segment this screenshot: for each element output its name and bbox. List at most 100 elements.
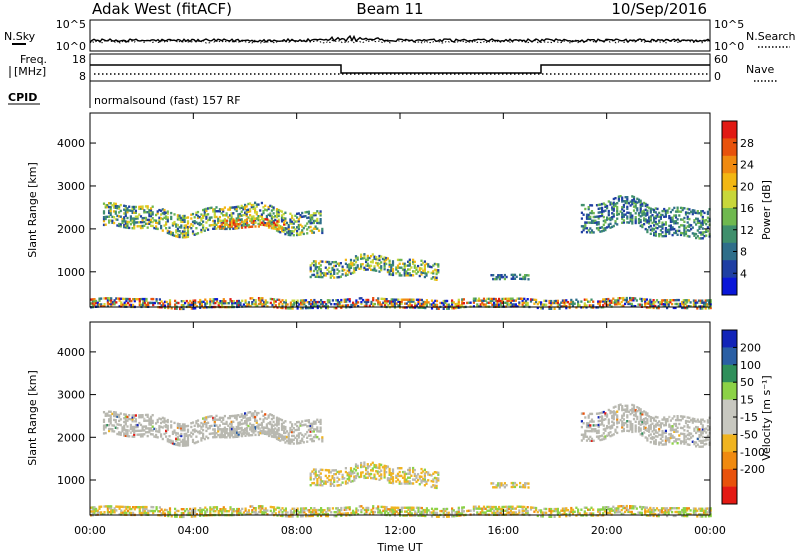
power-pixel [612,224,615,228]
power-pixel [417,300,420,303]
velocity-pixel [291,440,294,443]
power-pixel [348,267,351,270]
velocity-pixel [410,474,413,477]
power-pixel [420,298,423,302]
velocity-pixel [654,415,657,419]
power-pixel [430,303,434,306]
velocity-pixel [360,463,363,467]
power-pixel [294,228,297,231]
power-pixel [522,275,525,279]
power-pixel [669,299,672,302]
power-pixel [409,304,412,307]
velocity-pixel [688,437,691,441]
velocity-pixel [403,474,406,478]
power-pixel [341,304,345,307]
power-pixel [118,222,121,226]
power-pixel [257,218,260,222]
velocity-pixel [590,412,594,416]
velocity-pixel [643,419,646,423]
power-pixel [701,233,704,236]
velocity-pixel [158,427,161,430]
power-pixel [704,307,707,310]
velocity-pixel [417,510,420,513]
velocity-pixel [284,427,287,431]
velocity-pixel [626,410,629,413]
power-pixel [571,304,575,307]
power-pixel [313,298,316,302]
velocity-pixel [218,424,221,427]
velocity-pixel [110,509,113,512]
power-pixel [109,219,112,222]
velocity-pixel [270,429,273,432]
power-pixel [429,303,432,306]
velocity-pixel [392,510,395,513]
velocity-pixel [370,469,373,472]
velocity-pixel [681,440,684,443]
velocity-pixel [316,508,319,512]
velocity-pixel [604,435,607,438]
power-pixel [287,225,290,229]
power-pixel [91,302,94,305]
power-pixel [100,303,103,306]
power-pixel [282,218,285,222]
velocity-pixel [661,435,664,439]
power-pixel [146,205,149,208]
power-pixel [706,220,709,223]
velocity-pixel [249,426,252,429]
power-pixel [504,297,507,301]
power-pixel [209,302,212,305]
power-pixel [388,300,392,303]
power-pixel [139,226,143,230]
power-pixel [180,307,183,311]
power-pixel [267,207,270,211]
power-pixel [240,204,243,208]
velocity-pixel [106,414,109,417]
velocity-pixel [433,471,436,474]
power-pixel [428,265,431,268]
power-pixel [212,210,215,213]
power-pixel [333,261,336,264]
velocity-pixel [217,418,220,421]
velocity-pixel [225,422,228,426]
velocity-pixel [587,429,590,433]
velocity-pixel [391,468,395,471]
power-pixel [688,225,691,228]
power-pixel [622,209,625,213]
velocity-pixel [383,507,387,511]
velocity-pixel [410,508,413,511]
power-pixel [397,300,400,303]
velocity-pixel [617,404,620,407]
power-pixel [152,297,155,301]
power-pixel [244,203,247,207]
power-pixel [688,212,691,215]
power-pixel [247,208,250,211]
power-pixel [671,220,674,223]
velocity-pixel [168,440,171,444]
power-pixel [163,306,167,309]
velocity-pixel [182,511,185,515]
power-pixel [404,302,407,305]
power-pixel [664,227,667,230]
velocity-pixel [363,465,366,468]
power-pixel [252,299,256,302]
power-pixel [104,215,107,219]
velocity-pixel [156,430,159,433]
velocity-pixel [205,510,209,513]
power-pixel [228,206,232,209]
velocity-pixel [316,512,319,516]
velocity-pixel [403,480,406,483]
velocity-pixel [140,511,143,515]
power-pixel [289,301,292,304]
power-pixel [644,300,647,303]
power-pixel [589,204,592,207]
nave-tick-top: 60 [714,53,728,66]
power-pixel [331,268,334,272]
velocity-pixel [215,506,219,509]
velocity-pixel [606,425,609,428]
power-pixel [333,272,336,275]
power-pixel [457,304,460,307]
power-pixel [371,253,374,256]
velocity-pixel [215,435,218,439]
power-pixel [168,303,172,306]
velocity-pixel [108,414,111,417]
